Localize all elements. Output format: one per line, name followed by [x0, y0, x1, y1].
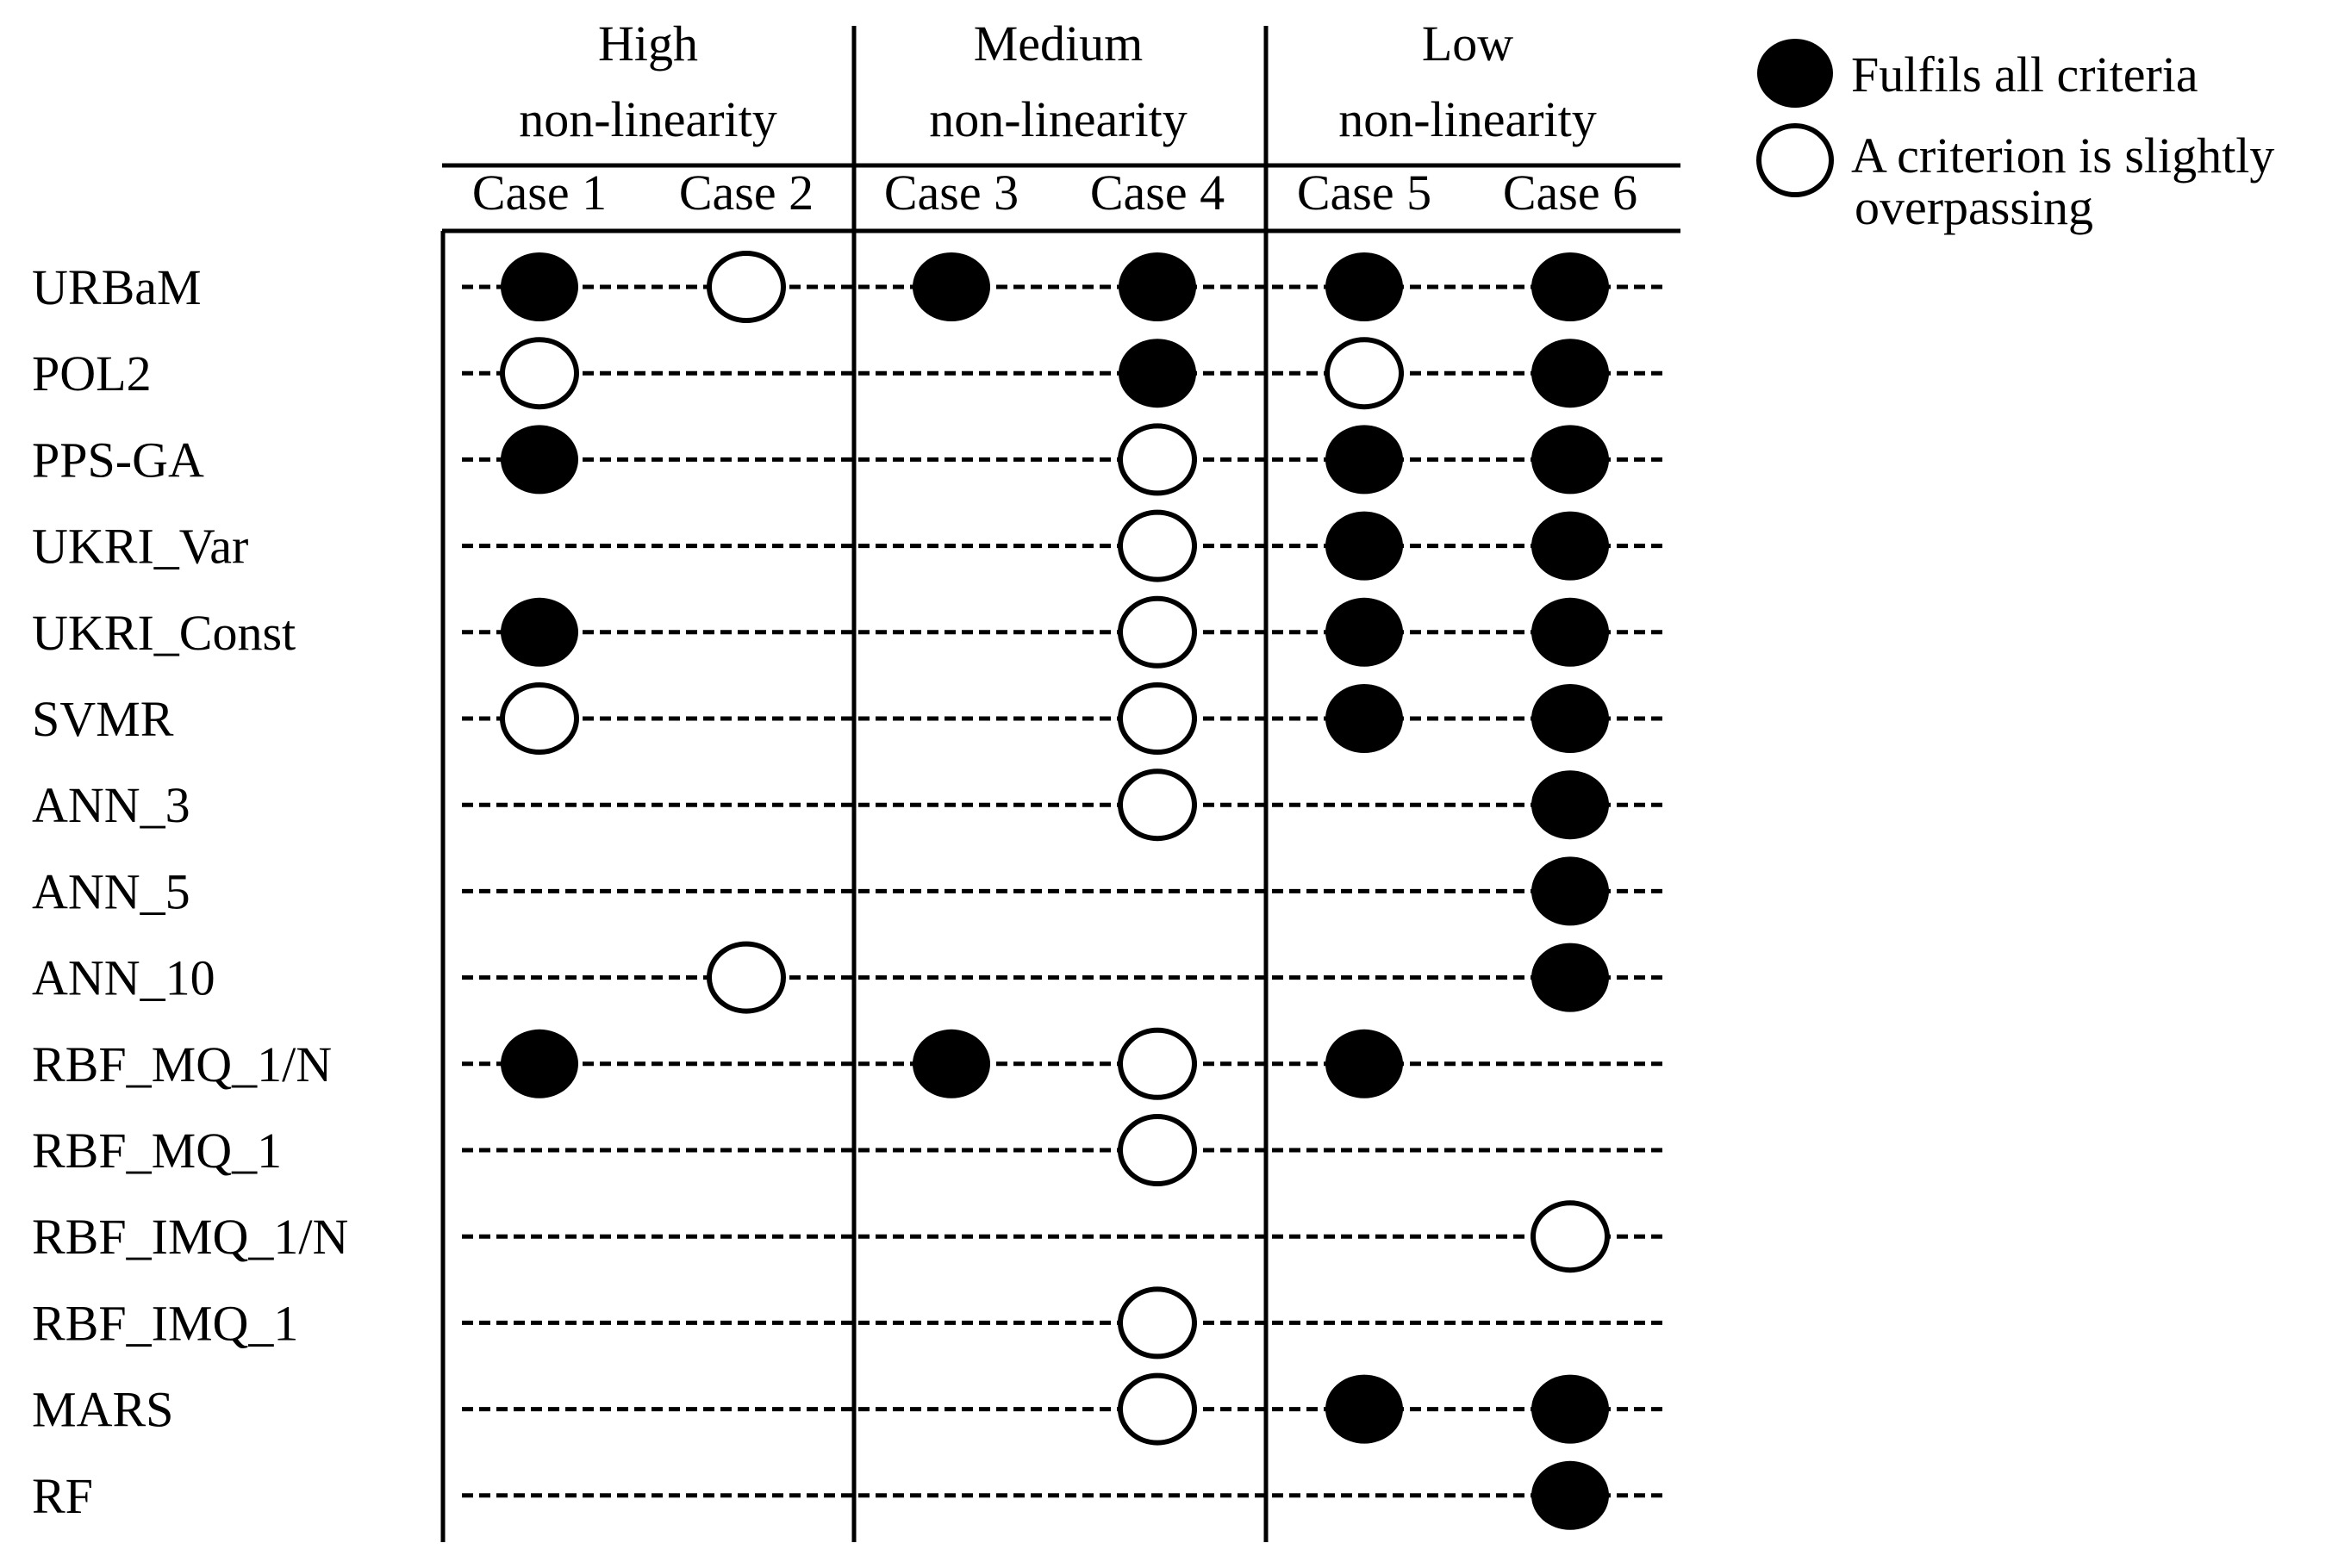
filled-circle-icon — [1531, 770, 1609, 840]
open-circle-icon — [1118, 1027, 1197, 1100]
filled-circle-icon — [1325, 252, 1403, 321]
open-circle-icon — [1118, 423, 1197, 496]
legend-open-label-line2: overpassing — [1855, 179, 2093, 235]
case-header-2: Case 2 — [679, 165, 814, 221]
filled-circle-icon — [1325, 511, 1403, 581]
filled-circle-icon — [1325, 425, 1403, 495]
group-high-line2: non-linearity — [519, 91, 777, 147]
filled-circle-icon — [501, 1029, 578, 1098]
filled-circle-icon — [1325, 684, 1403, 753]
open-circle-icon — [707, 251, 786, 323]
filled-circle-icon — [1119, 252, 1196, 321]
case-header-6: Case 6 — [1503, 165, 1637, 221]
filled-circle-icon — [1531, 684, 1609, 753]
row-label-svmr: SVMR — [32, 691, 174, 747]
row-label-ukri-const: UKRI_Const — [32, 605, 296, 661]
open-circle-icon — [1325, 337, 1404, 410]
filled-circle-icon — [1531, 252, 1609, 321]
filled-circle-icon — [913, 1029, 990, 1098]
row-label-ukri-var: UKRI_Var — [32, 519, 248, 575]
row-label-ann-10: ANN_10 — [32, 950, 215, 1006]
case-header-3: Case 3 — [884, 165, 1019, 221]
filled-circle-icon — [1531, 425, 1609, 495]
row-label-rbf-mq-1-n: RBF_MQ_1/N — [32, 1036, 332, 1092]
open-circle-icon — [1118, 1286, 1197, 1360]
filled-circle-icon — [1531, 511, 1609, 581]
group-medium-line1: Medium — [974, 16, 1144, 72]
filled-circle-icon — [1531, 339, 1609, 408]
legend-filled-circle-icon — [1757, 39, 1833, 108]
filled-circle-icon — [1531, 1460, 1609, 1530]
case-header-4: Case 4 — [1090, 165, 1225, 221]
case-header-5: Case 5 — [1297, 165, 1431, 221]
row-label-ann-3: ANN_3 — [32, 777, 190, 833]
filled-circle-icon — [1531, 943, 1609, 1012]
legend-open-label-line1: A criterion is slightly — [1851, 128, 2274, 184]
group-low-line1: Low — [1422, 16, 1513, 72]
filled-circle-icon — [1325, 1374, 1403, 1444]
filled-circle-icon — [501, 252, 578, 321]
open-circle-icon — [1118, 509, 1197, 582]
filled-circle-icon — [1325, 597, 1403, 667]
row-label-rbf-imq-1: RBF_IMQ_1 — [32, 1295, 298, 1351]
filled-circle-icon — [1531, 856, 1609, 926]
open-circle-icon — [1118, 595, 1197, 669]
row-label-rbf-imq-1-n: RBF_IMQ_1/N — [32, 1209, 348, 1265]
open-circle-icon — [500, 682, 579, 755]
open-circle-icon — [1531, 1200, 1610, 1273]
open-circle-icon — [500, 337, 579, 410]
open-circle-icon — [707, 941, 786, 1014]
row-label-rbf-mq-1: RBF_MQ_1 — [32, 1123, 282, 1179]
open-circle-icon — [1118, 768, 1197, 842]
group-low-line2: non-linearity — [1338, 91, 1597, 147]
row-label-urbam: URBaM — [32, 259, 202, 315]
row-label-pps-ga: PPS-GA — [32, 432, 204, 488]
case-header-1: Case 1 — [472, 165, 607, 221]
legend-filled-label: Fulfils all criteria — [1851, 47, 2198, 103]
filled-circle-icon — [913, 252, 990, 321]
open-circle-icon — [1118, 1114, 1197, 1186]
legend: Fulfils all criteria A criterion is slig… — [1756, 39, 2274, 235]
filled-circle-icon — [1531, 597, 1609, 667]
row-label-mars: MARS — [32, 1382, 173, 1438]
filled-circle-icon — [1531, 1374, 1609, 1444]
open-circle-icon — [1118, 1372, 1197, 1446]
rows-layer: URBaM POL2 PPS-GA UKRI_Var UKRI_Const SVMR ANN… — [32, 251, 1668, 1530]
group-medium-line2: non-linearity — [929, 91, 1188, 147]
filled-circle-icon — [1325, 1029, 1403, 1098]
group-high-line1: High — [598, 16, 698, 72]
filled-circle-icon — [501, 597, 578, 667]
row-label-pol2: POL2 — [32, 345, 152, 401]
legend-open-circle-icon — [1756, 123, 1834, 197]
filled-circle-icon — [1119, 339, 1196, 408]
row-label-ann-5: ANN_5 — [32, 863, 190, 919]
row-label-rf: RF — [32, 1468, 93, 1524]
filled-circle-icon — [501, 425, 578, 495]
open-circle-icon — [1118, 682, 1197, 755]
